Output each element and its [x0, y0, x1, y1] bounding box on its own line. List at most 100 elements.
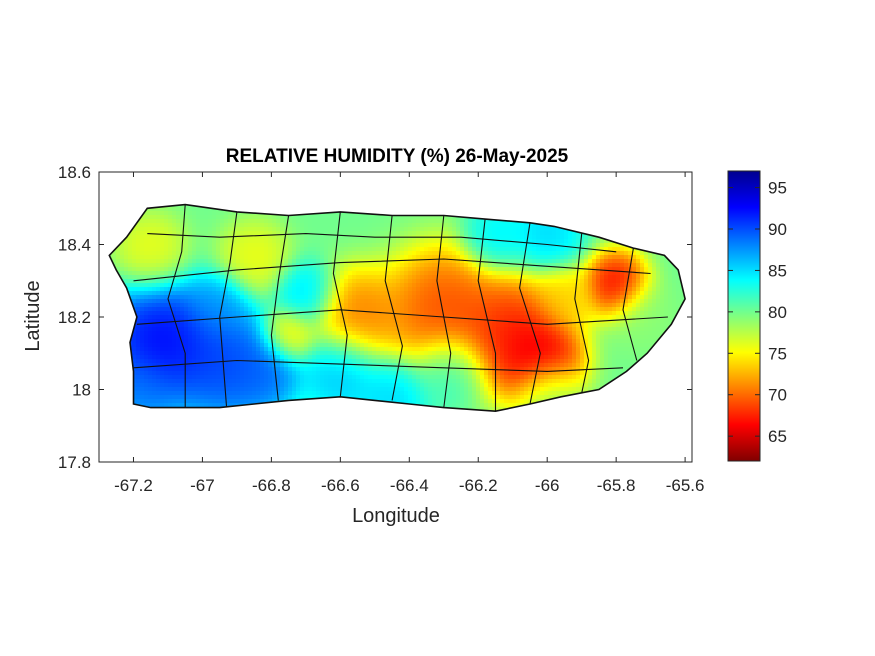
- field-cell: [252, 307, 257, 312]
- field-cell: [356, 239, 361, 244]
- field-cell: [244, 291, 249, 296]
- field-cell: [148, 283, 153, 288]
- field-cell: [568, 267, 573, 272]
- field-cell: [264, 247, 269, 252]
- field-cell: [336, 239, 341, 244]
- field-cell: [252, 243, 257, 248]
- field-cell: [624, 323, 629, 328]
- field-cell: [644, 295, 649, 300]
- field-cell: [540, 323, 545, 328]
- field-cell: [244, 283, 249, 288]
- field-cell: [460, 267, 465, 272]
- field-cell: [544, 311, 549, 316]
- field-cell: [464, 295, 469, 300]
- field-cell: [340, 239, 345, 244]
- field-cell: [148, 243, 153, 248]
- field-cell: [608, 295, 613, 300]
- field-cell: [512, 283, 517, 288]
- field-cell: [308, 235, 313, 240]
- field-cell: [492, 295, 497, 300]
- field-cell: [304, 251, 309, 256]
- field-cell: [600, 287, 605, 292]
- field-cell: [264, 219, 269, 224]
- field-cell: [172, 307, 177, 312]
- field-cell: [208, 215, 213, 220]
- field-cell: [352, 327, 357, 332]
- field-cell: [268, 279, 273, 284]
- field-cell: [420, 215, 425, 220]
- field-cell: [460, 323, 465, 328]
- field-cell: [524, 303, 529, 308]
- field-cell: [436, 247, 441, 252]
- field-cell: [356, 279, 361, 284]
- field-cell: [312, 263, 317, 268]
- field-cell: [460, 263, 465, 268]
- field-cell: [476, 255, 481, 260]
- field-cell: [536, 323, 541, 328]
- field-cell: [436, 223, 441, 228]
- field-cell: [584, 279, 589, 284]
- field-cell: [272, 271, 277, 276]
- field-cell: [332, 311, 337, 316]
- field-cell: [248, 295, 253, 300]
- field-cell: [244, 295, 249, 300]
- field-cell: [340, 323, 345, 328]
- field-cell: [656, 299, 661, 304]
- field-cell: [280, 275, 285, 280]
- field-cell: [492, 251, 497, 256]
- field-cell: [648, 251, 653, 256]
- field-cell: [608, 323, 613, 328]
- field-cell: [172, 219, 177, 224]
- field-cell: [572, 283, 577, 288]
- field-cell: [248, 243, 253, 248]
- field-cell: [120, 243, 125, 248]
- field-cell: [452, 247, 457, 252]
- field-cell: [192, 259, 197, 264]
- field-cell: [332, 283, 337, 288]
- field-cell: [596, 323, 601, 328]
- field-cell: [332, 279, 337, 284]
- field-cell: [292, 223, 297, 228]
- field-cell: [160, 251, 165, 256]
- field-cell: [548, 307, 553, 312]
- field-cell: [552, 307, 557, 312]
- field-cell: [428, 315, 433, 320]
- field-cell: [208, 299, 213, 304]
- field-cell: [136, 311, 141, 316]
- field-cell: [464, 323, 469, 328]
- field-cell: [496, 243, 501, 248]
- field-cell: [396, 247, 401, 252]
- field-cell: [176, 247, 181, 252]
- field-cell: [340, 307, 345, 312]
- field-cell: [344, 271, 349, 276]
- field-cell: [348, 323, 353, 328]
- field-cell: [424, 231, 429, 236]
- field-cell: [640, 287, 645, 292]
- field-cell: [648, 315, 653, 320]
- field-cell: [376, 223, 381, 228]
- field-cell: [424, 283, 429, 288]
- field-cell: [232, 271, 237, 276]
- field-cell: [652, 271, 657, 276]
- field-cell: [544, 231, 549, 236]
- field-cell: [592, 311, 597, 316]
- field-cell: [396, 271, 401, 276]
- field-cell: [508, 247, 513, 252]
- field-cell: [312, 295, 317, 300]
- field-cell: [132, 239, 137, 244]
- field-cell: [632, 263, 637, 268]
- field-cell: [176, 239, 181, 244]
- field-cell: [284, 251, 289, 256]
- field-cell: [572, 239, 577, 244]
- field-cell: [496, 255, 501, 260]
- field-cell: [372, 231, 377, 236]
- field-cell: [352, 255, 357, 260]
- field-cell: [344, 263, 349, 268]
- field-cell: [336, 315, 341, 320]
- field-cell: [180, 207, 185, 212]
- field-cell: [548, 239, 553, 244]
- field-cell: [320, 255, 325, 260]
- field-cell: [248, 215, 253, 220]
- field-cell: [220, 223, 225, 228]
- field-cell: [528, 315, 533, 320]
